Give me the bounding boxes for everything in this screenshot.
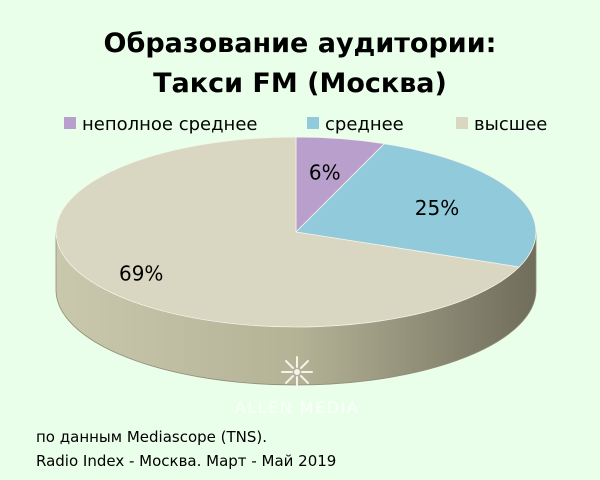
legend-label-3: высшее [474, 114, 547, 135]
legend-swatch-3 [456, 117, 468, 129]
legend-swatch-2 [307, 117, 319, 129]
source-note-line-2: Radio Index - Москва. Март - Май 2019 [36, 452, 337, 470]
watermark-text: ALLEN MEDIA [235, 398, 359, 417]
legend-label-1: неполное среднее [82, 114, 257, 135]
pie-slice-3 [55, 136, 520, 328]
legend-label-2: среднее [325, 114, 404, 135]
pie-labels: 6% 25% 69% [119, 160, 459, 285]
source-note-line-1: по данным Mediascope (TNS). [36, 428, 268, 446]
slice-label-2: 25% [415, 196, 459, 220]
pie-slices [55, 136, 537, 328]
slice-label-3: 69% [119, 262, 163, 286]
chart-title-line-1: Образование аудитории: [104, 28, 497, 59]
star-burst-icon [281, 356, 313, 388]
watermark: ALLEN MEDIA [235, 356, 359, 417]
pie-slice-2 [295, 143, 537, 268]
slice-label-1: 6% [309, 160, 341, 184]
legend-swatch-1 [64, 117, 76, 129]
chart-title-line-2: Такси FM (Москва) [153, 68, 447, 99]
legend: неполное среднее среднее высшее [64, 114, 547, 135]
